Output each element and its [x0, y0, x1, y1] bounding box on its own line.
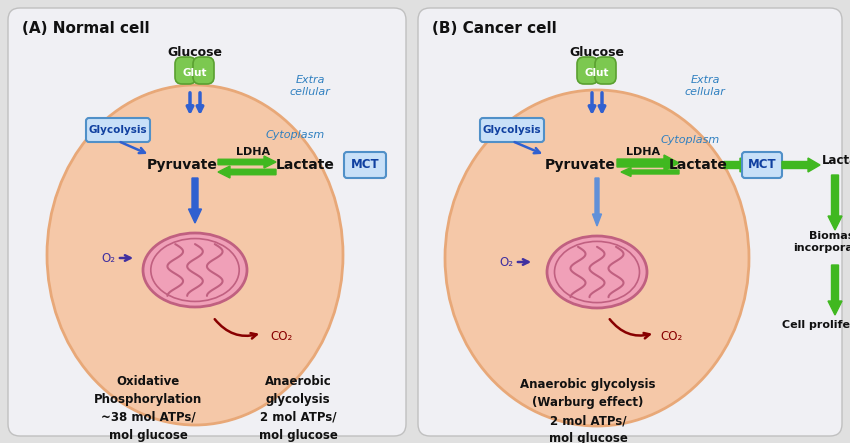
Text: O₂: O₂	[499, 256, 513, 268]
Text: Glut: Glut	[183, 68, 207, 78]
FancyBboxPatch shape	[86, 118, 150, 142]
FancyBboxPatch shape	[595, 57, 616, 84]
Text: Glycolysis: Glycolysis	[483, 125, 541, 135]
FancyArrow shape	[592, 178, 602, 226]
Text: Lactate: Lactate	[822, 154, 850, 167]
Text: Glucose: Glucose	[167, 46, 223, 58]
FancyArrow shape	[828, 175, 842, 230]
Text: Anaerobic glycolysis
(Warburg effect)
2 mol ATPs/
mol glucose: Anaerobic glycolysis (Warburg effect) 2 …	[520, 378, 655, 443]
Text: LDHA: LDHA	[236, 147, 270, 157]
FancyArrow shape	[782, 158, 820, 172]
FancyBboxPatch shape	[418, 8, 842, 436]
FancyArrow shape	[621, 167, 679, 176]
Text: O₂: O₂	[101, 252, 115, 264]
Text: Cytoplasm: Cytoplasm	[660, 135, 720, 145]
Text: Glucose: Glucose	[570, 46, 625, 58]
FancyArrow shape	[189, 178, 201, 223]
Text: Pyruvate: Pyruvate	[545, 158, 615, 172]
FancyArrow shape	[617, 155, 679, 171]
FancyBboxPatch shape	[480, 118, 544, 142]
Text: Biomass
incorporation: Biomass incorporation	[793, 231, 850, 253]
FancyArrow shape	[218, 156, 276, 168]
FancyArrow shape	[828, 265, 842, 315]
Text: CO₂: CO₂	[660, 330, 683, 342]
FancyArrow shape	[724, 158, 752, 172]
Text: Extra
cellular: Extra cellular	[684, 75, 725, 97]
Ellipse shape	[47, 85, 343, 425]
Ellipse shape	[547, 236, 647, 308]
Text: Lactate: Lactate	[275, 158, 334, 172]
Text: CO₂: CO₂	[270, 330, 292, 342]
Text: Glycolysis: Glycolysis	[88, 125, 147, 135]
Text: Cell proliferation: Cell proliferation	[782, 320, 850, 330]
Text: Lactate: Lactate	[669, 158, 728, 172]
Text: (B) Cancer cell: (B) Cancer cell	[432, 20, 557, 35]
FancyBboxPatch shape	[175, 57, 196, 84]
Ellipse shape	[143, 233, 247, 307]
FancyBboxPatch shape	[344, 152, 386, 178]
Text: Extra
cellular: Extra cellular	[290, 75, 331, 97]
FancyArrow shape	[218, 166, 276, 178]
Text: MCT: MCT	[748, 159, 776, 171]
Text: MCT: MCT	[351, 159, 379, 171]
FancyBboxPatch shape	[193, 57, 214, 84]
Text: LDHA: LDHA	[626, 147, 660, 157]
Text: Cytoplasm: Cytoplasm	[265, 130, 325, 140]
Ellipse shape	[445, 90, 749, 426]
FancyBboxPatch shape	[742, 152, 782, 178]
Text: (A) Normal cell: (A) Normal cell	[22, 20, 150, 35]
Text: Glut: Glut	[585, 68, 609, 78]
FancyBboxPatch shape	[8, 8, 406, 436]
Text: Anaerobic
glycolysis
2 mol ATPs/
mol glucose: Anaerobic glycolysis 2 mol ATPs/ mol glu…	[258, 375, 337, 442]
Text: Oxidative
Phosphorylation
~38 mol ATPs/
mol glucose: Oxidative Phosphorylation ~38 mol ATPs/ …	[94, 375, 202, 442]
FancyBboxPatch shape	[577, 57, 598, 84]
Text: Pyruvate: Pyruvate	[146, 158, 218, 172]
